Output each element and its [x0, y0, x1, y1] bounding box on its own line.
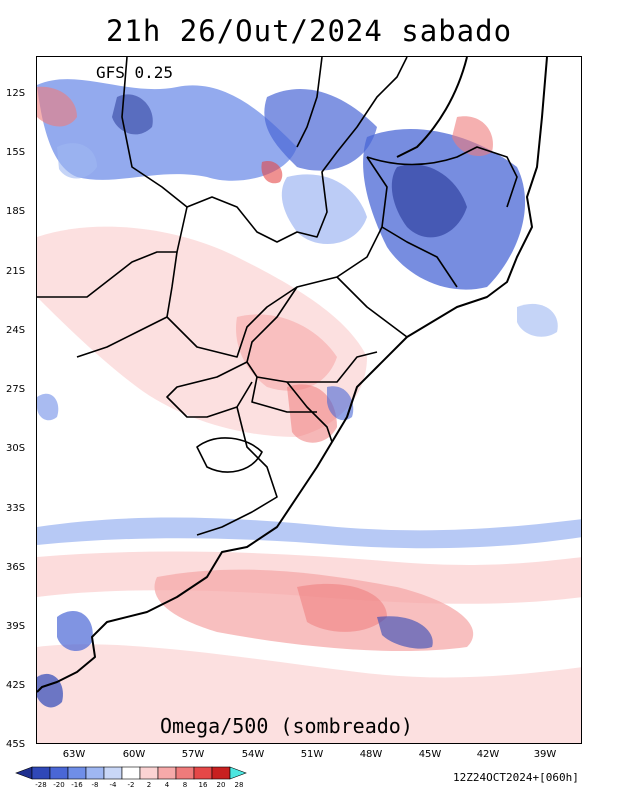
colorbar-label: 4 [164, 781, 170, 789]
lat-tick: 24S [6, 325, 26, 336]
lat-tick: 12S [6, 88, 26, 99]
colorbar-label: 20 [216, 781, 226, 789]
colorbar-arrow-right [229, 766, 247, 780]
colorbar-swatch [211, 766, 231, 780]
colorbar-label: 2 [146, 781, 152, 789]
lon-tick: 48W [359, 749, 383, 760]
colorbar-label: 16 [198, 781, 208, 789]
colorbar-swatch [49, 766, 69, 780]
map-frame [36, 56, 582, 744]
colorbar-swatch [121, 766, 141, 780]
colorbar-swatch [193, 766, 213, 780]
map-title: 21h 26/Out/2024 sabado [105, 14, 513, 48]
lat-tick: 45S [6, 739, 26, 750]
colorbar-arrow-left [15, 766, 33, 780]
lat-tick: 39S [6, 621, 26, 632]
omega-shading [37, 79, 581, 743]
colorbar-swatch [157, 766, 177, 780]
lat-tick: 42S [6, 680, 26, 691]
lon-tick: 54W [241, 749, 265, 760]
lon-tick: 63W [62, 749, 86, 760]
lon-tick: 42W [476, 749, 500, 760]
map-canvas [37, 57, 581, 743]
colorbar-swatch [103, 766, 123, 780]
field-label: Omega/500 (sombreado) [160, 714, 413, 738]
lon-tick: 51W [300, 749, 324, 760]
lat-tick: 27S [6, 384, 26, 395]
lon-tick: 57W [181, 749, 205, 760]
colorbar-swatch [67, 766, 87, 780]
lon-tick: 60W [122, 749, 146, 760]
lat-tick: 33S [6, 503, 26, 514]
colorbar-label: -8 [91, 781, 99, 789]
colorbar-swatch [31, 766, 51, 780]
lat-tick: 36S [6, 562, 26, 573]
colorbar-swatch [175, 766, 195, 780]
colorbar-label: 28 [234, 781, 244, 789]
colorbar-label: 8 [182, 781, 188, 789]
colorbar-swatch [85, 766, 105, 780]
lon-tick: 45W [418, 749, 442, 760]
colorbar-label: -2 [127, 781, 135, 789]
colorbar-swatch [139, 766, 159, 780]
colorbar-label: -20 [53, 781, 65, 789]
lon-tick: 39W [533, 749, 557, 760]
colorbar [15, 766, 247, 780]
lat-tick: 15S [6, 147, 26, 158]
colorbar-label: -16 [71, 781, 83, 789]
model-label: GFS 0.25 [96, 63, 174, 82]
coastline [37, 57, 548, 693]
lat-tick: 30S [6, 443, 26, 454]
borders [37, 57, 518, 536]
lat-tick: 18S [6, 206, 26, 217]
colorbar-label: -28 [35, 781, 47, 789]
colorbar-label: -4 [109, 781, 117, 789]
lat-tick: 21S [6, 266, 26, 277]
run-label: 12Z24OCT2024+[060h] [453, 771, 579, 784]
